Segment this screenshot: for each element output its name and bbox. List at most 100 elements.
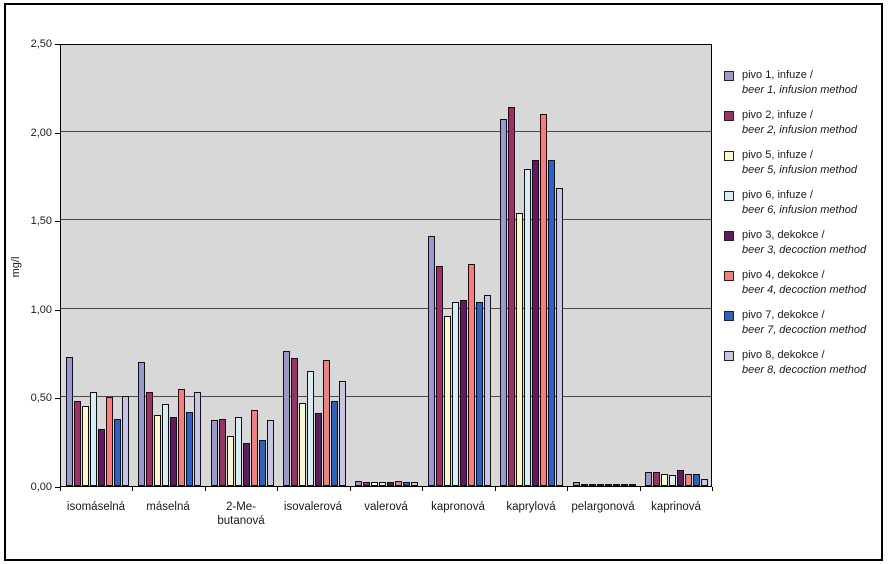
bar-group (496, 107, 568, 486)
bar (669, 475, 677, 486)
bar (653, 472, 661, 486)
legend-label-english: beer 4, decoction method (742, 284, 867, 296)
legend-swatch (724, 151, 734, 161)
bar (427, 236, 435, 486)
bar (331, 401, 339, 486)
gridline (61, 131, 711, 132)
bar (645, 472, 653, 486)
legend-entry: pivo 1, infuze / beer 1, infusion method (724, 68, 876, 98)
bar (548, 160, 556, 486)
x-category-label: máselná (146, 501, 190, 513)
x-tick-mark (495, 487, 496, 491)
bar (588, 484, 596, 486)
x-category-label: valerová (364, 501, 408, 513)
bar (403, 482, 411, 486)
bar (291, 358, 299, 486)
legend-label: pivo 4, dekokce / beer 4, decoction metho… (742, 268, 866, 298)
bar-group (278, 351, 350, 486)
bar (483, 295, 491, 486)
gridline (61, 396, 711, 397)
legend-label-czech: pivo 1, infuze / (742, 69, 813, 81)
bar (379, 482, 387, 486)
bar (242, 443, 250, 486)
bar (572, 482, 580, 486)
x-category-label: kapronová (431, 501, 485, 513)
bar (459, 300, 467, 486)
legend-label-czech: pivo 6, infuze / (742, 189, 813, 201)
x-tick-mark (132, 487, 133, 491)
legend-label-english: beer 3, decoction method (742, 244, 867, 256)
bar (65, 357, 73, 486)
bar (677, 470, 685, 486)
bar (73, 401, 81, 486)
bar (250, 410, 258, 486)
bar (500, 119, 508, 486)
bar (307, 371, 315, 486)
bar-group (423, 236, 495, 486)
bar (363, 482, 371, 486)
legend-swatch (724, 191, 734, 201)
bar (258, 440, 266, 486)
bar (194, 392, 202, 486)
bar-group (61, 357, 133, 486)
bar (218, 419, 226, 486)
bar (475, 302, 483, 486)
legend-label-czech: pivo 3, dekokce / (742, 229, 825, 241)
y-tick-label: 1,50 (30, 215, 52, 227)
x-tick-mark (205, 487, 206, 491)
bar (371, 482, 379, 486)
bar (580, 484, 588, 486)
legend-entry: pivo 3, dekokce / beer 3, decoction metho… (724, 228, 876, 258)
legend-entry: pivo 4, dekokce / beer 4, decoction metho… (724, 268, 876, 298)
x-category-label: kaprylová (506, 501, 556, 513)
bar (443, 316, 451, 486)
x-category-label: isomáselná (66, 501, 126, 513)
legend-label-english: beer 7, decoction method (742, 324, 867, 336)
legend-swatch (724, 351, 734, 361)
bar (508, 107, 516, 486)
legend-label: pivo 3, dekokce / beer 3, decoction metho… (742, 228, 866, 258)
legend-label: pivo 6, infuze / beer 6, infusion method (742, 188, 857, 218)
legend-swatch (724, 231, 734, 241)
bar (532, 160, 540, 486)
legend-entry: pivo 5, infuze / beer 5, infusion method (724, 148, 876, 178)
bar (524, 169, 532, 486)
bar (604, 484, 612, 486)
bar-group (641, 470, 713, 486)
x-tick-mark (567, 487, 568, 491)
y-tick-mark (55, 398, 60, 399)
x-category-label: pelargonová (571, 501, 635, 513)
bar (661, 474, 669, 486)
legend-label: pivo 8, dekokce / beer 8, decoction metho… (742, 348, 866, 378)
bar (451, 302, 459, 486)
bar (121, 396, 129, 486)
y-tick-mark (55, 44, 60, 45)
legend-entry: pivo 6, infuze / beer 6, infusion method (724, 188, 876, 218)
bar (162, 404, 170, 486)
bar (178, 389, 186, 486)
bar (97, 429, 105, 486)
y-tick-mark (55, 221, 60, 222)
legend-label-english: beer 1, infusion method (742, 84, 857, 96)
y-axis-title: mg/l (10, 256, 22, 278)
bar (81, 406, 89, 486)
legend-entry: pivo 8, dekokce / beer 8, decoction metho… (724, 348, 876, 378)
bar (154, 415, 162, 486)
bar (467, 264, 475, 486)
bar (612, 484, 620, 486)
legend-label-czech: pivo 2, infuze / (742, 109, 813, 121)
y-tick-label: 0,00 (30, 481, 52, 493)
bar (283, 351, 291, 486)
gridline (61, 308, 711, 309)
legend-label-english: beer 6, infusion method (742, 204, 857, 216)
bar (105, 397, 113, 486)
bar (339, 381, 347, 486)
bar (701, 479, 709, 486)
bar (266, 420, 274, 486)
bar (113, 419, 121, 486)
x-tick-mark (60, 487, 61, 491)
bar-group (568, 482, 640, 486)
legend-label: pivo 1, infuze / beer 1, infusion method (742, 68, 857, 98)
legend-label-english: beer 5, infusion method (742, 164, 857, 176)
legend-label-czech: pivo 5, infuze / (742, 149, 813, 161)
